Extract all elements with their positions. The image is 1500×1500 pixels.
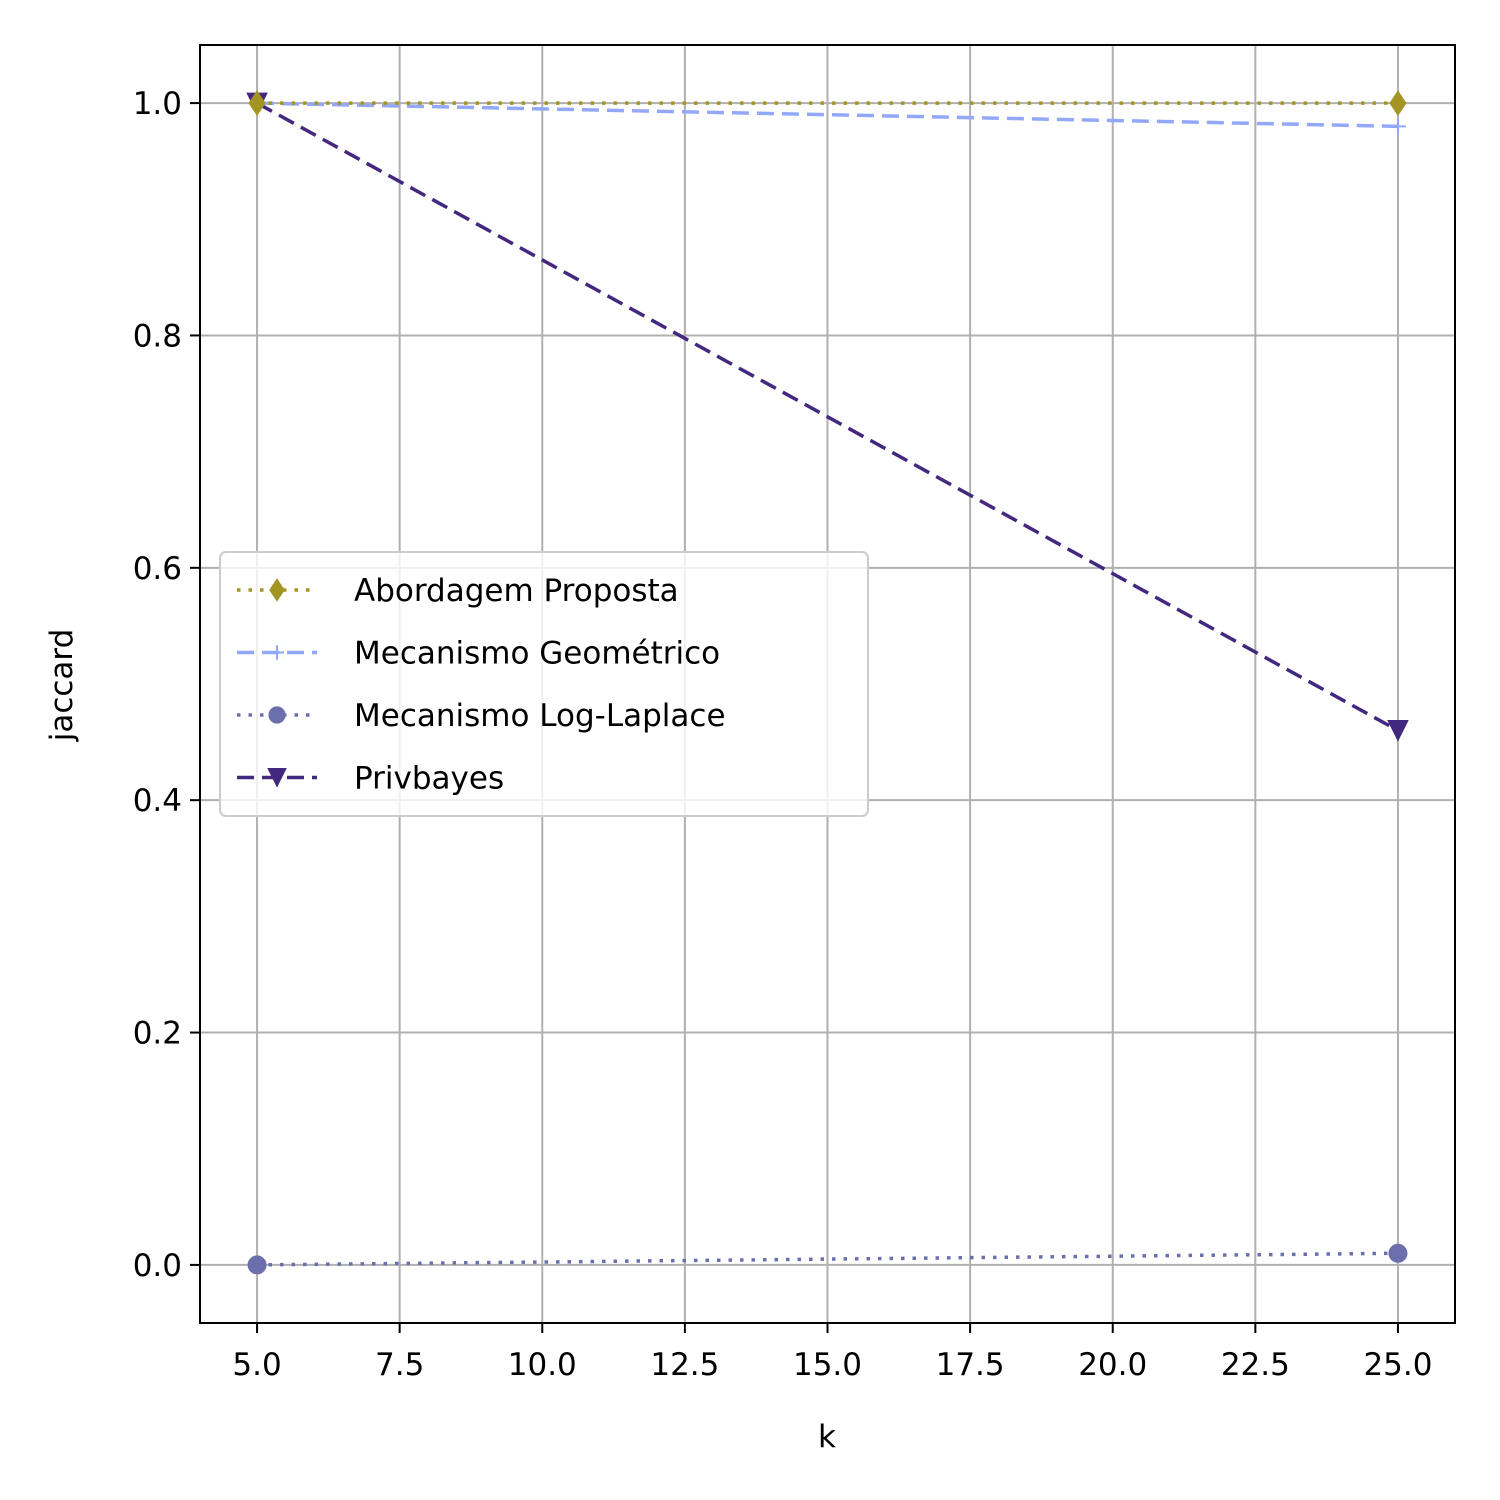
x-tick-label: 12.5 [650, 1347, 719, 1383]
x-tick-label: 17.5 [936, 1347, 1005, 1383]
x-tick-label: 5.0 [232, 1347, 281, 1383]
x-tick-label: 22.5 [1221, 1347, 1290, 1383]
data-point [1388, 1243, 1408, 1263]
grid [200, 45, 1455, 1323]
legend-swatch-marker [268, 706, 286, 724]
y-tick-label: 0.6 [133, 551, 182, 587]
series-markers [246, 90, 1409, 1275]
y-tick-label: 0.4 [133, 783, 182, 819]
y-tick-label: 0.2 [133, 1016, 182, 1052]
data-point [248, 90, 266, 116]
data-point [247, 1255, 267, 1275]
legend-label: Mecanismo Log-Laplace [354, 698, 726, 734]
legend-swatch-marker [269, 645, 285, 660]
series-lines [256, 101, 1399, 1267]
x-tick-label: 20.0 [1078, 1347, 1147, 1383]
y-axis-ticks: 0.0 0.2 0.4 0.6 0.8 1.0 [133, 86, 200, 1284]
x-tick-label: 25.0 [1363, 1347, 1432, 1383]
legend-frame [219, 551, 869, 817]
x-axis-ticks: 5.0 7.5 10.0 12.5 15.0 17.5 20.0 22.5 25.0 [232, 1323, 1432, 1383]
x-tick-label: 15.0 [793, 1347, 862, 1383]
x-tick-label: 10.0 [508, 1347, 577, 1383]
data-point [1389, 118, 1406, 135]
series-line [257, 101, 1398, 129]
series-line [256, 101, 1399, 733]
y-tick-label: 1.0 [133, 86, 182, 122]
y-axis-label: jaccard [44, 629, 80, 743]
x-axis-label: k [818, 1419, 836, 1455]
legend-label: Abordagem Proposta [354, 573, 679, 609]
legend: Abordagem Proposta Mecanismo Geométrico Me… [219, 551, 869, 817]
y-tick-label: 0.8 [133, 318, 182, 354]
legend-label: Mecanismo Geométrico [354, 636, 720, 672]
data-point [1387, 719, 1409, 742]
legend-label: Privbayes [354, 761, 504, 797]
legend-swatch-marker [267, 768, 287, 788]
legend-swatch-marker [269, 578, 285, 602]
data-point [1389, 90, 1407, 116]
y-tick-label: 0.0 [133, 1248, 182, 1284]
x-tick-label: 7.5 [375, 1347, 424, 1383]
